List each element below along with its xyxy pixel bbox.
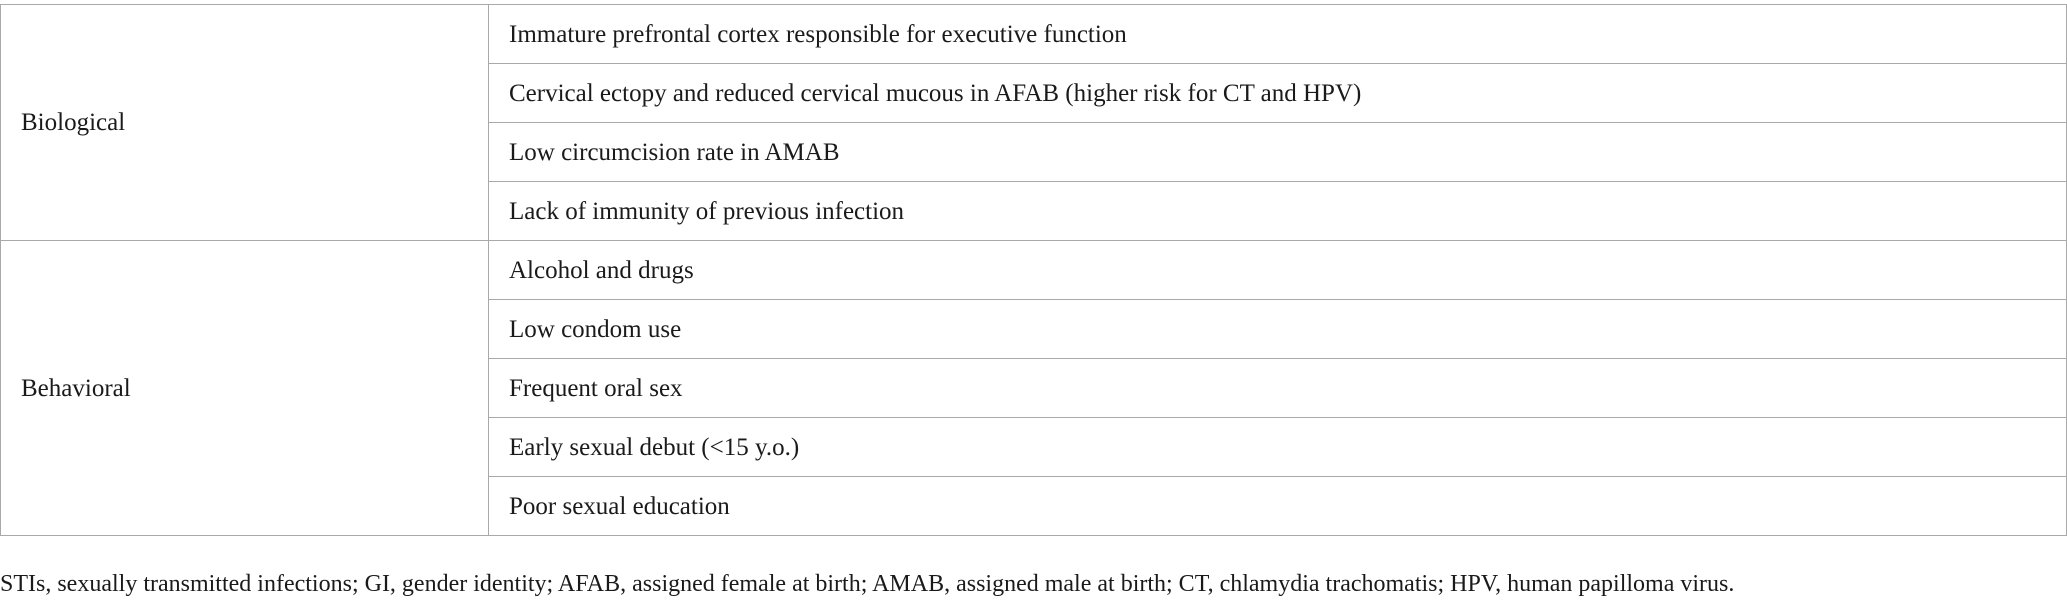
category-cell-behavioral: Behavioral [0,240,489,536]
factor-cell: Alcohol and drugs [488,240,2067,300]
category-cell-biological: Biological [0,4,489,241]
table-row: Early sexual debut (<15 y.o.) [1,417,2067,477]
factor-cell: Frequent oral sex [488,358,2067,418]
factor-cell: Low circumcision rate in AMAB [488,122,2067,182]
factor-cell: Poor sexual education [488,476,2067,536]
factor-cell: Early sexual debut (<15 y.o.) [488,417,2067,477]
table-row: Low circumcision rate in AMAB [1,122,2067,182]
table-row: Behavioral Alcohol and drugs [0,240,2067,536]
factor-cell: Cervical ectopy and reduced cervical muc… [488,63,2067,123]
factor-cell: Lack of immunity of previous infection [488,181,2067,241]
table-row: Lack of immunity of previous infection [1,181,2067,241]
factor-cell: Immature prefrontal cortex responsible f… [488,4,2067,64]
table-footnote: STIs, sexually transmitted infections; G… [0,571,1735,597]
factor-cell: Low condom use [488,299,2067,359]
table-row: Cervical ectopy and reduced cervical muc… [1,63,2067,123]
table-row: Poor sexual education [1,476,2067,536]
risk-factor-table: Biological Immature prefrontal cortex re… [0,4,2067,536]
table-row: Biological Immature prefrontal cortex re… [0,4,2067,241]
risk-factor-table-container: Biological Immature prefrontal cortex re… [0,4,2067,536]
